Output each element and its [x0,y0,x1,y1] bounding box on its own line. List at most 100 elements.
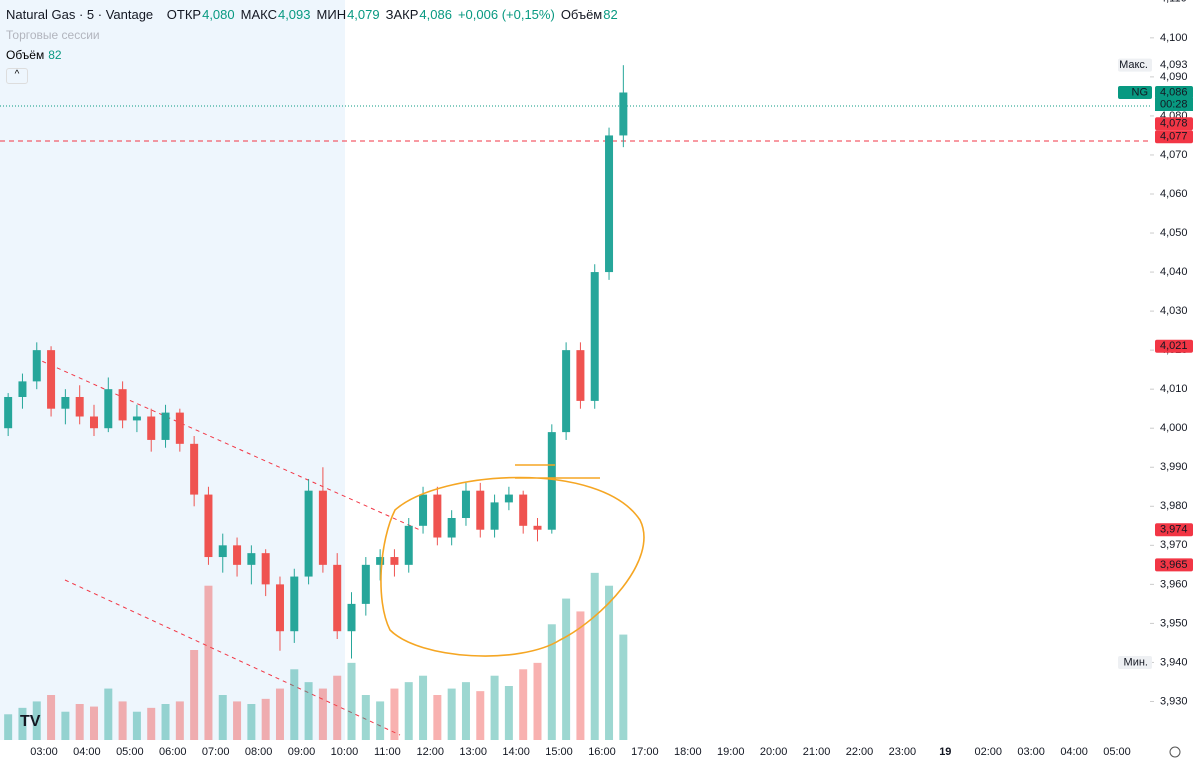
volume-bar [304,682,313,740]
volume-bar [562,598,571,740]
legend-value: 4,080 [202,7,235,22]
collapse-button[interactable]: ^ [6,68,28,84]
price-label-bg [1155,117,1193,131]
candle-body [490,502,499,530]
session-bg [0,0,345,740]
volume-bar [533,662,542,740]
volume-bar [147,707,156,740]
candle-body [18,381,27,397]
volume-bar [275,688,284,740]
sessions[interactable]: Торговые сессии [6,28,100,42]
candle-body [304,490,313,577]
candle-body [504,494,513,503]
x-tick-label: 08:00 [245,746,273,758]
volume-bar [547,624,556,740]
x-tick-label: 18:00 [674,746,702,758]
x-tick-label: 03:00 [30,746,58,758]
y-tick-label: 4,030 [1160,305,1188,317]
candle-body [447,518,456,538]
volume-bar [18,707,27,740]
legend-label: МАКС [240,7,277,22]
y-tick-label: 3,960 [1160,578,1188,590]
volume-bar [318,688,327,740]
volume-bar [519,669,528,740]
x-tick-label: 04:00 [1060,746,1088,758]
candle-body [461,490,470,519]
volume-bar [175,701,184,740]
price-label: 4,086 [1160,86,1188,98]
price-name-bg [1118,58,1152,72]
candle-body [333,564,342,632]
volume-bar [476,691,485,740]
volume-bar [261,698,270,740]
volume-label: Объём [6,48,45,62]
price-label: 3,965 [1160,559,1188,571]
volume-bar [104,688,113,740]
y-tick-label: 4,040 [1160,266,1188,278]
y-tick-label: 4,060 [1160,188,1188,200]
volume-legend: Объём 82 [6,48,62,62]
volume-bar [619,634,628,740]
candle-body [590,272,599,401]
price-name: Мин. [1124,656,1148,668]
price-label: 3,940 [1160,656,1188,668]
y-tick-label: 4,050 [1160,227,1188,239]
y-tick-label: 3,980 [1160,500,1188,512]
candle-body [147,416,156,440]
price-name-bg [1118,655,1152,669]
x-tick-label: 21:00 [803,746,831,758]
x-tick-label: 15:00 [545,746,573,758]
x-tick-label: 20:00 [760,746,788,758]
candle-body [390,557,399,565]
candle-body [61,396,70,409]
candle-body [161,412,170,440]
volume-value: 82 [48,48,62,62]
volume-bar [390,688,399,740]
legend-value: 4,086 [419,7,452,22]
price-label-bg [1155,523,1193,537]
volume-bar [190,650,199,740]
price-name-bg [1118,85,1152,99]
x-tick-label: 05:00 [116,746,144,758]
volume-bar [447,688,456,740]
legend-label: +0,006 (+0,15%) [457,7,555,22]
candle-body [419,494,428,526]
price-label-bg [1155,558,1193,572]
volume-bar [376,701,385,740]
candle-body [562,350,571,433]
candle-body [376,557,385,565]
candle-body [32,350,41,382]
candle-body [519,494,528,526]
volume-bar [118,701,127,740]
countdown-bg [1155,97,1193,111]
legend-label: МИН [316,7,347,22]
legend-label: ЗАКР [385,7,419,22]
price-label-bg [1155,130,1193,144]
header: Natural Gas · 5 · Vantage ОТКР4,080 МАКС4… [6,7,624,22]
x-tick-label: 16:00 [588,746,616,758]
candle-body [75,396,84,417]
settings-icon[interactable] [1169,746,1181,758]
x-tick-label: 19 [939,746,951,758]
candle-body [347,603,356,632]
x-tick-label: 10:00 [331,746,359,758]
price-label-bg [1155,339,1193,353]
price-name: NG [1132,86,1149,98]
trend-line [64,579,401,736]
volume-bar [461,682,470,740]
y-tick-label: 3,930 [1160,695,1188,707]
y-tick-label: 3,970 [1160,539,1188,551]
candle-body [547,432,556,530]
y-tick-label: 4,000 [1160,422,1188,434]
candle-body [361,564,370,604]
price-label-bg [1155,58,1193,72]
price-label: 3,974 [1160,524,1188,536]
volume-bar [247,704,256,740]
volume-bar [132,711,141,740]
volume-bar [605,585,614,740]
candle-body [218,545,227,558]
x-tick-label: 17:00 [631,746,659,758]
volume-bar [61,711,70,740]
